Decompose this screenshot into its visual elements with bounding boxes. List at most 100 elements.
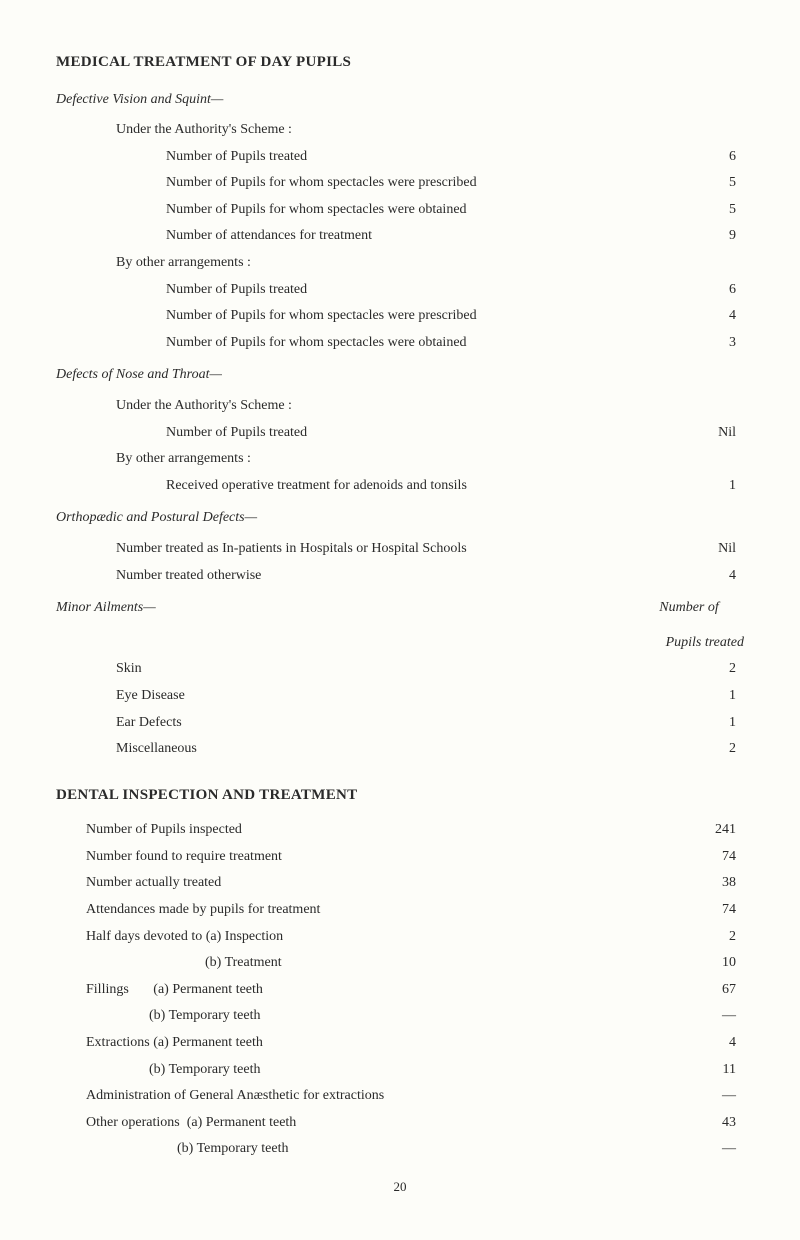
dot-leader bbox=[473, 475, 670, 489]
value: — bbox=[676, 1003, 744, 1030]
value: 67 bbox=[676, 977, 744, 1004]
row-dental-0: Number of Pupils inspected241 bbox=[56, 817, 744, 844]
dot-leader bbox=[313, 422, 670, 436]
row-dental-10: Administration of General Anæsthetic for… bbox=[56, 1083, 744, 1110]
row-dental-8: Extractions (a) Permanent teeth 4 bbox=[56, 1030, 744, 1057]
dot-leader bbox=[326, 899, 670, 913]
dot-leader bbox=[188, 712, 670, 726]
dot-leader bbox=[473, 199, 670, 213]
value: 10 bbox=[676, 950, 744, 977]
row-minor-heading: Minor Ailments— Number of bbox=[56, 589, 744, 626]
dot-leader bbox=[483, 172, 670, 186]
dot-leader bbox=[248, 819, 670, 833]
label: Miscellaneous bbox=[116, 736, 197, 763]
section-title-medical: MEDICAL TREATMENT OF DAY PUPILS bbox=[56, 48, 744, 77]
dot-leader bbox=[267, 1059, 671, 1073]
value: 38 bbox=[676, 870, 744, 897]
value: 4 bbox=[676, 1030, 744, 1057]
label: Number of Pupils for whom spectacles wer… bbox=[166, 303, 477, 330]
label: Number of Pupils treated bbox=[166, 277, 307, 304]
dot-leader bbox=[269, 1032, 670, 1046]
label: Other operations (a) Permanent teeth bbox=[86, 1110, 296, 1137]
label: Number treated as In-patients in Hospita… bbox=[116, 536, 467, 563]
value: 4 bbox=[676, 303, 744, 330]
row-dental-3: Attendances made by pupils for treatment… bbox=[56, 897, 744, 924]
note-pupils-treated: Pupils treated bbox=[56, 630, 744, 657]
value: 1 bbox=[676, 473, 744, 500]
label-under-scheme-1: Under the Authority's Scheme : bbox=[56, 117, 744, 144]
row-minor-1: Eye Disease 1 bbox=[56, 683, 744, 710]
label: Received operative treatment for adenoid… bbox=[166, 473, 467, 500]
note-text: Pupils treated bbox=[666, 635, 744, 650]
label: Attendances made by pupils for treatment bbox=[86, 897, 320, 924]
label: Number of Pupils for whom spectacles wer… bbox=[166, 330, 467, 357]
label: Number actually treated bbox=[86, 870, 221, 897]
row-ortho-0: Number treated as In-patients in Hospita… bbox=[56, 536, 744, 563]
label: (b) Temporary teeth bbox=[86, 1057, 261, 1084]
value: 11 bbox=[676, 1057, 744, 1084]
label-by-other-1: By other arrangements : bbox=[56, 250, 744, 277]
dot-leader bbox=[378, 225, 670, 239]
dot-leader bbox=[313, 146, 670, 160]
label: Number of Pupils treated bbox=[166, 420, 307, 447]
dot-leader bbox=[313, 279, 670, 293]
label: Extractions (a) Permanent teeth bbox=[86, 1030, 263, 1057]
dot-leader bbox=[302, 1112, 670, 1126]
row-minor-0: Skin 2 bbox=[56, 656, 744, 683]
row-dental-11: Other operations (a) Permanent teeth 43 bbox=[56, 1110, 744, 1137]
value: 1 bbox=[676, 683, 744, 710]
label: Fillings (a) Permanent teeth bbox=[86, 977, 263, 1004]
page-number: 20 bbox=[56, 1175, 744, 1200]
row-dv-scheme-1: Number of Pupils for whom spectacles wer… bbox=[56, 170, 744, 197]
value: — bbox=[676, 1136, 744, 1163]
dot-leader bbox=[289, 926, 670, 940]
dot-leader bbox=[227, 872, 670, 886]
row-minor-2: Ear Defects 1 bbox=[56, 710, 744, 737]
label: Number of attendances for treatment bbox=[166, 223, 372, 250]
row-dv-other-2: Number of Pupils for whom spectacles wer… bbox=[56, 330, 744, 357]
dot-leader bbox=[288, 846, 670, 860]
label-under-scheme-2: Under the Authority's Scheme : bbox=[56, 393, 744, 420]
dot-leader bbox=[473, 332, 670, 346]
row-minor-3: Miscellaneous 2 bbox=[56, 736, 744, 763]
row-dental-12: (b) Temporary teeth— bbox=[56, 1136, 744, 1163]
row-dv-scheme-2: Number of Pupils for whom spectacles wer… bbox=[56, 197, 744, 224]
label: (b) Temporary teeth bbox=[86, 1003, 261, 1030]
dot-leader bbox=[473, 538, 670, 552]
row-dv-scheme-3: Number of attendances for treatment 9 bbox=[56, 223, 744, 250]
value: 2 bbox=[676, 736, 744, 763]
value: 6 bbox=[676, 277, 744, 304]
row-dn-other: Received operative treatment for adenoid… bbox=[56, 473, 744, 500]
heading-defects-nose: Defects of Nose and Throat— bbox=[56, 362, 744, 389]
dot-leader bbox=[295, 1138, 671, 1152]
dot-leader bbox=[269, 979, 670, 993]
label: (b) Treatment bbox=[86, 950, 282, 977]
label: Eye Disease bbox=[116, 683, 185, 710]
label: Skin bbox=[116, 656, 142, 683]
row-dv-scheme-0: Number of Pupils treated 6 bbox=[56, 144, 744, 171]
label: Number of Pupils for whom spectacles wer… bbox=[166, 170, 477, 197]
dental-rows: Number of Pupils inspected241Number foun… bbox=[56, 817, 744, 1163]
row-dental-7: (b) Temporary teeth — bbox=[56, 1003, 744, 1030]
dot-leader bbox=[483, 305, 670, 319]
dot-leader bbox=[390, 1085, 670, 1099]
row-dental-6: Fillings (a) Permanent teeth 67 bbox=[56, 977, 744, 1004]
value: Nil bbox=[676, 420, 744, 447]
dot-leader bbox=[267, 565, 670, 579]
value: 2 bbox=[676, 656, 744, 683]
value: Nil bbox=[676, 536, 744, 563]
row-dv-other-0: Number of Pupils treated 6 bbox=[56, 277, 744, 304]
label-by-other-2: By other arrangements : bbox=[56, 446, 744, 473]
dot-leader bbox=[191, 685, 670, 699]
value: 43 bbox=[676, 1110, 744, 1137]
value: 2 bbox=[676, 924, 744, 951]
value: 9 bbox=[676, 223, 744, 250]
heading-defective-vision: Defective Vision and Squint— bbox=[56, 87, 744, 114]
row-dv-other-1: Number of Pupils for whom spectacles wer… bbox=[56, 303, 744, 330]
value: 74 bbox=[676, 897, 744, 924]
label: Half days devoted to (a) Inspection bbox=[86, 924, 283, 951]
label: Number treated otherwise bbox=[116, 563, 261, 590]
label: Ear Defects bbox=[116, 710, 182, 737]
row-dental-4: Half days devoted to (a) Inspection 2 bbox=[56, 924, 744, 951]
row-dental-1: Number found to require treatment74 bbox=[56, 844, 744, 871]
